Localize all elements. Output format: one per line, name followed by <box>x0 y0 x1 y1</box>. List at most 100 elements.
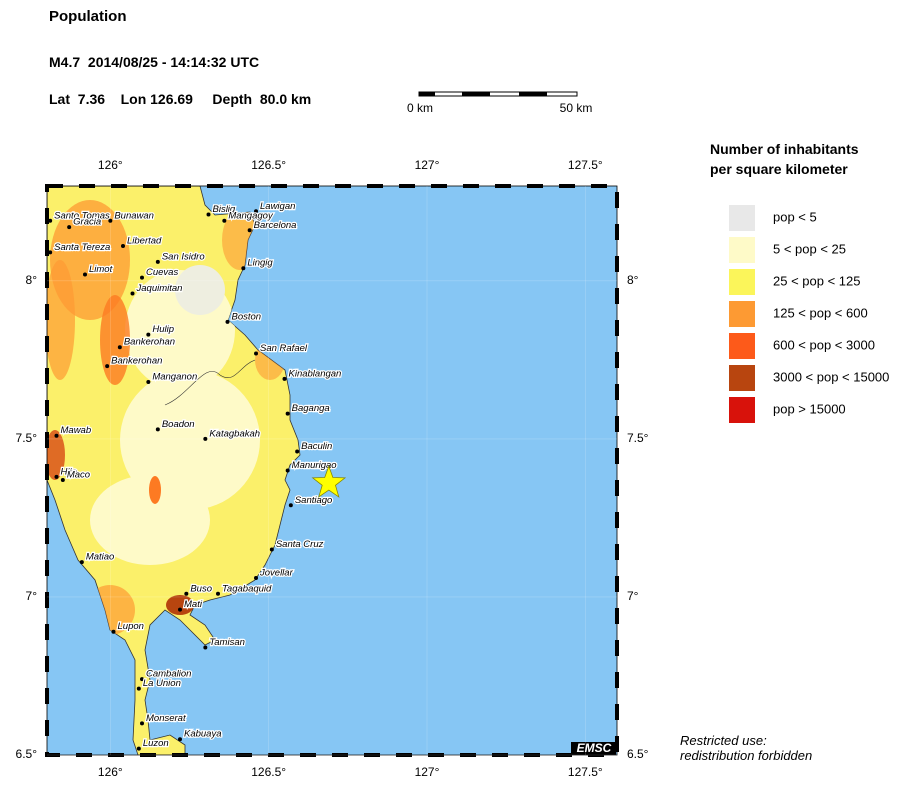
town-label: Buso <box>190 583 212 594</box>
town-marker <box>108 218 113 223</box>
scale-bar-outline <box>418 91 578 97</box>
town-marker <box>184 591 189 596</box>
legend-label: 125 < pop < 600 <box>773 305 868 320</box>
town-label: Katagbakah <box>209 428 260 439</box>
x-tick-label: 127° <box>415 765 440 779</box>
town-marker <box>254 351 258 356</box>
town-marker <box>121 244 125 249</box>
legend-swatch <box>729 205 755 231</box>
legend-label: 600 < pop < 3000 <box>773 337 875 352</box>
legend-label: pop > 15000 <box>773 401 846 416</box>
y-tick-label: 6.5° <box>16 747 38 761</box>
town-marker <box>285 411 290 416</box>
town-marker <box>140 275 144 280</box>
y-tick-label: 7° <box>26 589 38 603</box>
town-marker <box>285 468 290 473</box>
title: Population <box>49 8 127 25</box>
town-marker <box>155 259 160 264</box>
town-label: Bankerohan <box>111 356 162 367</box>
x-tick-label: 126° <box>98 158 123 172</box>
town-label: La Union <box>143 678 181 689</box>
notice: redistribution forbidden <box>680 748 813 763</box>
town-label: Bunawan <box>114 210 154 221</box>
x-tick-label: 127° <box>415 158 440 172</box>
town-marker <box>146 379 151 384</box>
dense-area <box>100 295 130 385</box>
town-label: Libertad <box>127 236 162 247</box>
town-label: Mati <box>184 599 203 610</box>
town-label: Cambalion <box>146 669 191 680</box>
town-label: Mawab <box>61 425 92 436</box>
lon: 126.69 <box>150 91 193 107</box>
town-label: Gracia <box>73 217 101 228</box>
y-tick-label: 6.5° <box>627 747 649 761</box>
dense-area <box>149 476 161 504</box>
town-marker <box>136 746 141 751</box>
legend-title: Number of inhabitants <box>710 141 859 157</box>
town-label: Barcelona <box>254 220 297 231</box>
frame-outline <box>46 185 618 756</box>
town-label: Hijo <box>61 466 77 477</box>
legend-label: 5 < pop < 25 <box>773 241 846 256</box>
legend-swatch <box>729 397 755 423</box>
x-tick-label: 126.5° <box>251 158 286 172</box>
town-label: San Rafael <box>260 343 308 354</box>
town-label: Kinablangan <box>289 368 342 379</box>
town-label: Boston <box>232 311 262 322</box>
dense-area <box>166 595 194 615</box>
y-tick-label: 8° <box>627 273 639 287</box>
dense-area <box>47 260 75 380</box>
sparse-area <box>90 475 210 565</box>
town-marker <box>225 319 230 324</box>
town-label: Bislig <box>213 204 236 215</box>
legend-swatch <box>729 269 755 295</box>
town-marker <box>282 376 287 381</box>
legend-label: 3000 < pop < 15000 <box>773 369 889 384</box>
town-label: Santa Tereza <box>54 242 110 253</box>
y-tick-label: 8° <box>26 273 38 287</box>
town-marker <box>222 218 227 223</box>
y-tick-label: 7.5° <box>627 431 649 445</box>
sparse-area <box>120 370 260 510</box>
town-marker <box>140 677 144 682</box>
x-tick-label: 127.5° <box>568 158 603 172</box>
town-marker <box>178 737 182 742</box>
town-marker <box>178 607 182 612</box>
town-marker <box>254 209 258 214</box>
scale-bar-segment <box>462 92 490 96</box>
depth-label: Depth <box>212 91 253 107</box>
town-marker <box>140 721 144 726</box>
boundary <box>164 359 256 406</box>
depth: 80.0 km <box>259 91 312 107</box>
town-label: Hulip <box>152 324 174 335</box>
scale-bar-segment <box>419 92 435 96</box>
population-texture <box>47 200 285 635</box>
town-marker <box>60 477 65 482</box>
legend-swatch <box>729 237 755 263</box>
town-marker <box>48 218 53 223</box>
town-marker <box>295 449 300 454</box>
notice: Restricted use: <box>680 733 767 748</box>
town-label: Bankerohan <box>124 337 175 348</box>
town-label: Santo Tomas <box>54 210 110 221</box>
sparse-area <box>175 265 225 315</box>
legend-swatch <box>729 301 755 327</box>
scale-bar-segment <box>519 92 547 96</box>
town-label: Kabuaya <box>184 729 222 740</box>
event-line: M4.7 2014/08/25 - 14:14:32 UTC <box>49 54 260 70</box>
x-tick-label: 126.5° <box>251 765 286 779</box>
epicenter <box>311 464 347 498</box>
y-tick-label: 7.5° <box>16 431 38 445</box>
town-marker <box>105 364 110 369</box>
town-label: Manurigao <box>292 460 337 471</box>
town-marker <box>288 503 293 508</box>
credit: EMSC <box>577 741 612 755</box>
town-label: Baganga <box>292 403 330 414</box>
town-marker <box>216 591 220 596</box>
town-marker <box>247 228 252 233</box>
town-label: Lupon <box>118 621 144 632</box>
town-marker <box>136 686 141 691</box>
town-marker <box>130 291 135 296</box>
dense-area <box>47 430 65 480</box>
